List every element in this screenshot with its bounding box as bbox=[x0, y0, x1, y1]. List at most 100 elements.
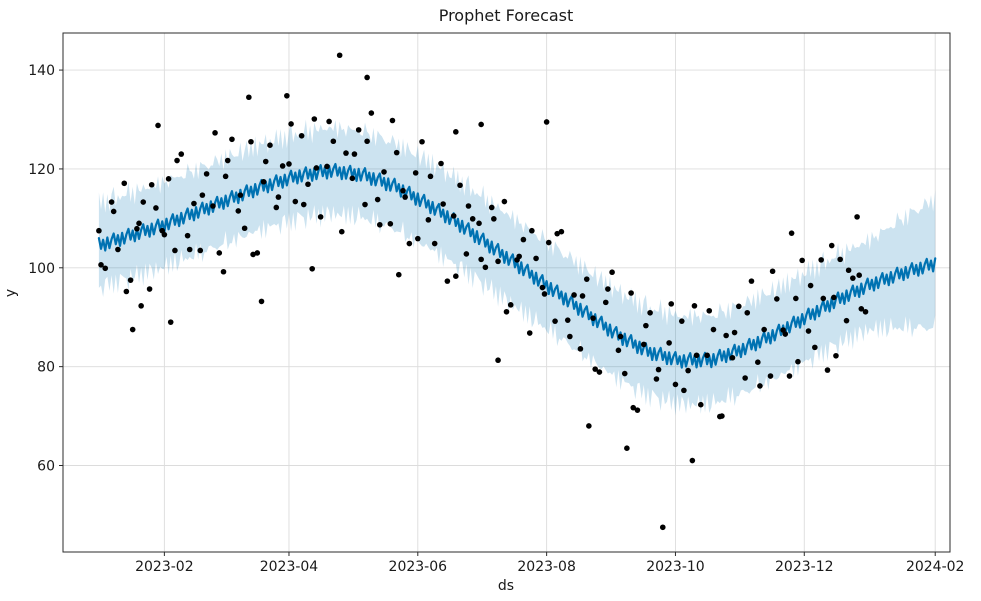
observation-point bbox=[554, 230, 560, 237]
observation-point bbox=[336, 52, 343, 59]
x-tick-label: 2023-10 bbox=[646, 559, 705, 575]
observation-point bbox=[184, 232, 191, 239]
observation-point bbox=[324, 163, 330, 170]
observation-point bbox=[355, 127, 362, 133]
observation-point bbox=[110, 208, 117, 215]
observation-point bbox=[769, 268, 776, 275]
observation-point bbox=[590, 315, 596, 322]
observation-point bbox=[288, 121, 294, 127]
observation-point bbox=[438, 160, 444, 167]
observation-point bbox=[761, 326, 767, 333]
observation-point bbox=[617, 333, 624, 340]
observation-point bbox=[286, 161, 292, 167]
observation-point bbox=[127, 277, 134, 283]
y-tick-label: 120 bbox=[28, 162, 55, 178]
observation-point bbox=[659, 524, 666, 531]
uncertainty-band-layer bbox=[98, 119, 936, 416]
observation-point bbox=[167, 319, 174, 325]
observation-point bbox=[529, 227, 535, 234]
observation-point bbox=[503, 308, 510, 315]
observation-point bbox=[400, 187, 406, 194]
observation-point bbox=[102, 265, 109, 272]
chart-title: Prophet Forecast bbox=[439, 6, 574, 25]
observation-point bbox=[298, 133, 305, 139]
observation-point bbox=[364, 138, 370, 145]
y-tick-label: 80 bbox=[37, 360, 55, 376]
observation-point bbox=[558, 228, 565, 235]
observation-point bbox=[602, 299, 609, 306]
observation-point bbox=[362, 201, 368, 208]
observation-point bbox=[393, 149, 400, 156]
observation-point bbox=[155, 122, 161, 129]
observation-point bbox=[313, 165, 320, 171]
observation-point bbox=[279, 163, 286, 169]
observation-point bbox=[681, 387, 687, 394]
observation-point bbox=[831, 294, 837, 301]
observation-point bbox=[108, 199, 115, 205]
ticks-layer: 2023-02 2023-04 2023-06 2023-08 2023-10 2023-… bbox=[28, 63, 964, 575]
observation-point bbox=[767, 373, 774, 379]
observation-point bbox=[178, 151, 185, 157]
observation-point bbox=[710, 326, 717, 333]
observation-point bbox=[634, 407, 641, 413]
observation-point bbox=[828, 242, 835, 249]
observation-point bbox=[552, 318, 558, 324]
observation-point bbox=[453, 129, 459, 135]
y-axis-label: y bbox=[3, 289, 19, 297]
observation-point bbox=[501, 198, 508, 205]
axes-frame-layer bbox=[62, 32, 951, 553]
observation-point bbox=[818, 257, 824, 263]
observation-point bbox=[837, 256, 843, 263]
observation-point bbox=[697, 401, 704, 408]
observation-point bbox=[685, 367, 691, 374]
observation-point bbox=[387, 220, 394, 227]
observation-point bbox=[197, 247, 204, 254]
observation-point bbox=[567, 333, 573, 340]
observation-point bbox=[273, 204, 280, 211]
observation-point bbox=[786, 373, 793, 379]
observation-point bbox=[668, 301, 675, 307]
observation-point bbox=[533, 255, 539, 262]
observation-point bbox=[653, 376, 660, 382]
observation-point bbox=[138, 303, 144, 309]
observation-point bbox=[541, 291, 548, 297]
observation-point bbox=[628, 290, 634, 296]
observation-point bbox=[465, 203, 472, 209]
observation-point bbox=[267, 142, 273, 149]
observation-point bbox=[402, 194, 408, 200]
observation-point bbox=[615, 347, 622, 354]
observation-point bbox=[843, 317, 850, 324]
x-tick-label: 2023-12 bbox=[775, 559, 834, 575]
observation-point bbox=[799, 257, 805, 264]
observation-point bbox=[476, 220, 482, 227]
observation-point bbox=[742, 375, 748, 381]
observation-point bbox=[216, 250, 223, 256]
observation-point bbox=[165, 176, 172, 182]
observation-point bbox=[444, 278, 451, 284]
observation-point bbox=[640, 341, 647, 348]
observation-point bbox=[453, 273, 459, 279]
observation-point bbox=[148, 181, 155, 188]
observation-point bbox=[136, 220, 142, 227]
observation-point bbox=[488, 204, 495, 211]
observation-point bbox=[469, 216, 476, 222]
observation-point bbox=[507, 302, 514, 308]
observation-point bbox=[220, 268, 227, 275]
y-tick-label: 60 bbox=[37, 459, 55, 475]
observation-point bbox=[706, 307, 713, 314]
observation-point bbox=[235, 208, 242, 214]
observation-point bbox=[824, 367, 831, 373]
x-tick-label: 2023-02 bbox=[135, 559, 194, 575]
observation-point bbox=[704, 352, 710, 359]
observation-point bbox=[317, 214, 324, 220]
observation-point bbox=[655, 366, 662, 373]
observation-point bbox=[793, 295, 799, 302]
observation-point bbox=[425, 217, 432, 223]
observation-point bbox=[845, 267, 852, 274]
observation-point bbox=[140, 199, 147, 205]
observation-point bbox=[229, 136, 235, 143]
observation-point bbox=[450, 213, 457, 219]
observation-point bbox=[647, 309, 653, 316]
